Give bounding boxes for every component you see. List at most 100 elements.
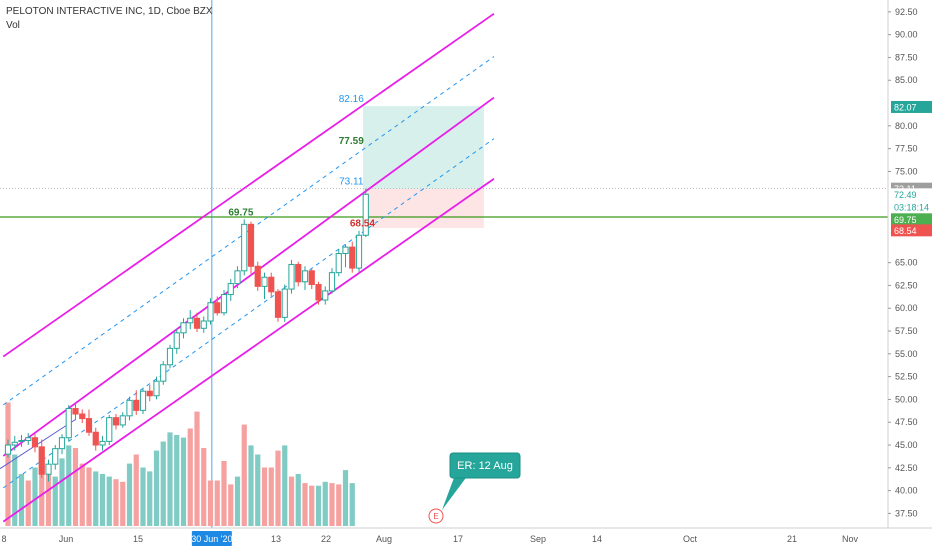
candle-body bbox=[160, 364, 167, 382]
price-badge-label: 68.54 bbox=[894, 226, 917, 236]
crosshair-date-badge bbox=[191, 531, 232, 546]
volume-bar bbox=[241, 424, 247, 526]
volume-bar bbox=[79, 463, 85, 526]
volume-bar bbox=[66, 445, 72, 526]
volume-indicator-label: Vol bbox=[6, 20, 20, 31]
horizontal-lines bbox=[0, 0, 888, 528]
volume-bar bbox=[268, 467, 274, 526]
volume-bar bbox=[288, 476, 295, 526]
candle-body bbox=[52, 448, 59, 465]
price-tick-label: 75.00 bbox=[895, 166, 918, 176]
candle-body bbox=[92, 431, 99, 446]
time-tick-label: 14 bbox=[592, 534, 602, 544]
earnings-callout-pointer bbox=[442, 475, 468, 510]
price-tick-label: 50.00 bbox=[895, 394, 918, 404]
candle-body bbox=[31, 437, 39, 448]
volume-bar bbox=[39, 461, 45, 526]
price-annotation: 73.11 bbox=[339, 177, 364, 188]
candle-body bbox=[58, 437, 66, 450]
volume-bar bbox=[282, 445, 288, 526]
position-zones bbox=[363, 106, 484, 228]
candle-body bbox=[328, 272, 336, 292]
volume-bar bbox=[126, 463, 133, 526]
price-axis: 92.50 90.00 87.50 85.00 80.00 77.50 75.00 65.00… bbox=[887, 0, 932, 528]
time-tick-label: Sep bbox=[530, 534, 546, 544]
earnings-marker-icon[interactable] bbox=[428, 508, 444, 524]
price-badge-label: 72.49 bbox=[894, 190, 917, 200]
chart-symbol-title: PELOTON INTERACTIVE INC, 1D, Cboe BZX bbox=[6, 6, 213, 17]
time-tick-label: Jun bbox=[59, 534, 74, 544]
price-annotation: 69.75 bbox=[228, 207, 253, 218]
channel-middle-line[interactable] bbox=[2, 96, 495, 457]
stop-zone bbox=[363, 188, 484, 228]
candle-body bbox=[200, 320, 207, 329]
volume-bar bbox=[302, 483, 308, 526]
volume-bar bbox=[194, 411, 200, 526]
price-badge-label: 82.07 bbox=[894, 102, 917, 112]
time-tick-label: 21 bbox=[787, 534, 797, 544]
candle-body bbox=[274, 291, 282, 318]
price-tick-label: 87.50 bbox=[895, 52, 918, 62]
price-tick-label: 37.50 bbox=[895, 508, 918, 518]
price-badge bbox=[891, 224, 932, 237]
time-tick-label: Aug bbox=[376, 534, 392, 544]
price-annotation: 77.59 bbox=[339, 136, 364, 147]
price-annotation: 68.54 bbox=[350, 218, 375, 229]
candle-body bbox=[173, 332, 180, 349]
channel-lower-line[interactable] bbox=[2, 177, 495, 523]
volume-bar bbox=[5, 402, 11, 526]
price-tick-label: 45.00 bbox=[895, 440, 918, 450]
volume-bar bbox=[86, 467, 92, 526]
candle-body bbox=[227, 283, 234, 296]
volume-bar bbox=[221, 461, 227, 526]
candle-body bbox=[106, 417, 113, 442]
earnings-callout-label: ER: 12 Aug bbox=[457, 460, 513, 472]
candle-body bbox=[79, 413, 86, 420]
earnings-callout: ER: 12 Aug E bbox=[428, 452, 521, 524]
candle-body bbox=[247, 223, 255, 267]
candle-body bbox=[38, 446, 45, 475]
candle-body bbox=[193, 317, 201, 329]
candle-body bbox=[119, 415, 126, 426]
volume-bar bbox=[140, 467, 146, 526]
price-tick-label: 92.50 bbox=[895, 7, 918, 17]
time-axis-background bbox=[0, 528, 932, 550]
time-tick-label: 22 bbox=[321, 534, 331, 544]
time-tick-label: 8 bbox=[1, 534, 6, 544]
volume-bar bbox=[315, 485, 322, 526]
candle-body bbox=[349, 246, 356, 269]
candle-body bbox=[301, 270, 309, 283]
earnings-callout-box[interactable] bbox=[449, 452, 521, 479]
candle-body bbox=[65, 408, 72, 439]
crosshair-date-label: 30 Jun '20 bbox=[191, 534, 232, 544]
candle-body bbox=[355, 234, 363, 269]
volume-bar bbox=[336, 484, 342, 526]
volume-bar bbox=[93, 471, 99, 526]
volume-bar bbox=[214, 480, 220, 526]
candle-body bbox=[85, 418, 93, 433]
volume-bar bbox=[167, 432, 173, 526]
channel-upper-line[interactable] bbox=[2, 12, 495, 358]
candle-body bbox=[166, 347, 174, 366]
candle-body bbox=[72, 408, 79, 415]
volume-bar bbox=[255, 454, 261, 526]
candle-body bbox=[133, 399, 140, 411]
volume-bar bbox=[234, 476, 241, 526]
volume-bar bbox=[113, 479, 119, 526]
candle-body bbox=[11, 441, 18, 446]
price-tick-label: 62.50 bbox=[895, 280, 918, 290]
volume-bar bbox=[329, 483, 335, 526]
volume-bar bbox=[275, 450, 281, 526]
candle-body bbox=[241, 223, 248, 272]
volume-bar bbox=[106, 476, 112, 526]
price-tick-label: 57.50 bbox=[895, 326, 918, 336]
volume-bar bbox=[147, 471, 153, 526]
volume-bar bbox=[174, 435, 180, 526]
volume-bar bbox=[248, 445, 254, 526]
price-badge bbox=[891, 213, 932, 226]
volume-bar bbox=[59, 458, 65, 526]
price-annotations: 82.16 77.59 73.11 69.75 68.54 bbox=[228, 94, 375, 229]
candle-body bbox=[281, 288, 288, 318]
candle-body bbox=[214, 302, 221, 314]
